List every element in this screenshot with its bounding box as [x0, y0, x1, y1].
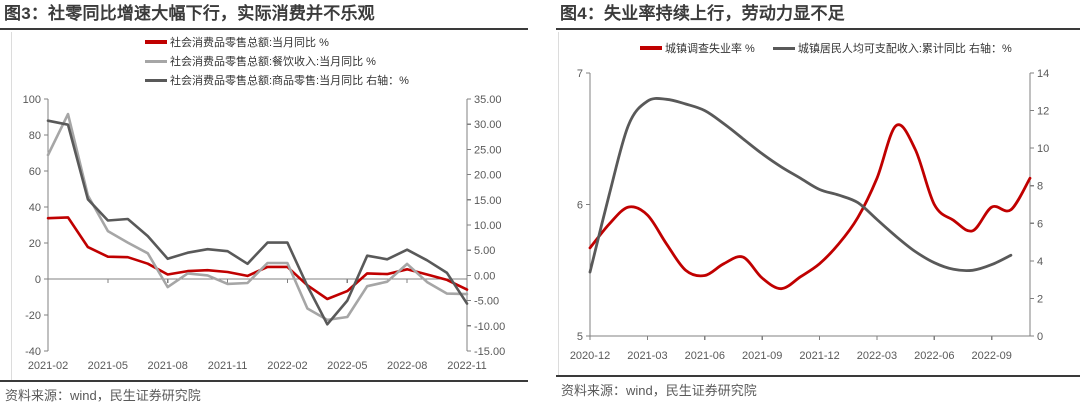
red-line-swatch — [640, 46, 662, 50]
figure-4-title: 图4：失业率持续上行，劳动力显不足 — [556, 0, 1080, 30]
right-axis-label: 8 — [1037, 181, 1043, 193]
figure-3-legend: 社会消费品零售总额:当月同比 % 社会消费品零售总额:餐饮收入:当月同比 % 社… — [145, 33, 409, 90]
chart-left-border — [558, 32, 559, 375]
left-axis-label: -40 — [25, 346, 41, 358]
left-axis-label: 80 — [29, 130, 41, 142]
left-axis-label: -20 — [25, 310, 41, 322]
red-line-swatch — [145, 40, 167, 45]
x-axis-label: 2022-06 — [914, 350, 954, 362]
x-axis-label: 2021-03 — [627, 350, 667, 362]
right-axis-label: 0 — [1037, 331, 1043, 343]
right-axis-label: 2 — [1037, 293, 1043, 305]
series-line — [588, 97, 1013, 274]
right-axis-label: -10.00 — [474, 320, 505, 332]
legend-label: 社会消费品零售总额:当月同比 % — [170, 37, 329, 50]
right-axis-label: 35.00 — [474, 94, 502, 106]
legend-item: 社会消费品零售总额:当月同比 % — [145, 33, 409, 52]
legend-label: 社会消费品零售总额:餐饮收入:当月同比 % — [170, 56, 376, 69]
right-axis-label: 10.00 — [474, 220, 502, 232]
x-axis-label: 2021-05 — [88, 360, 128, 372]
right-axis-label: 4 — [1037, 256, 1043, 268]
figure-4-chart-area: 7 6 5 14 12 10 8 6 4 2 0 2020-12 2021-03 2021-06 2021-… — [556, 30, 1080, 375]
gray-line-swatch — [145, 59, 167, 63]
x-axis-label: 2021-12 — [799, 350, 839, 362]
legend-item: 城镇居民人均可支配收入:累计同比 右轴：% — [772, 40, 1012, 56]
left-axis-label: 100 — [23, 94, 41, 106]
unemployment-line-chart: 7 6 5 14 12 10 8 6 4 2 0 2020-12 2021-03 2021-06 2021-… — [570, 68, 1049, 362]
series-line — [588, 123, 1032, 291]
left-axis-label: 5 — [577, 331, 583, 343]
figure-3-title: 图3：社零同比增速大幅下行，实际消费并不乐观 — [0, 0, 528, 30]
legend-label: 城镇调查失业率 % — [665, 43, 755, 55]
right-axis-label: 25.00 — [474, 144, 502, 156]
right-axis-label: 12 — [1037, 106, 1049, 118]
x-axis-label: 2021-11 — [208, 360, 248, 372]
x-axis-label: 2022-05 — [327, 360, 367, 372]
right-axis-label: 0.00 — [474, 270, 495, 282]
figure-3-chart-area: 100 80 60 40 20 0 -20 -40 35.00 30.00 25.00 20.00 15… — [0, 30, 528, 380]
x-axis-label: 2022-03 — [857, 350, 897, 362]
left-axis-label: 0 — [35, 274, 41, 286]
x-axis-label: 2022-08 — [387, 360, 427, 372]
right-axis-label: 30.00 — [474, 119, 502, 131]
series-line — [46, 112, 469, 321]
figure-3-source-note: 资料来源：wind，民生证券研究院 — [0, 380, 528, 404]
figure-3: 图3：社零同比增速大幅下行，实际消费并不乐观 100 80 60 40 20 0 -20 -4… — [0, 0, 528, 404]
legend-item: 社会消费品零售总额:商品零售:当月同比 右轴：% — [145, 71, 409, 90]
left-axis-label: 6 — [577, 200, 583, 212]
left-axis-label: 7 — [577, 68, 583, 80]
x-axis-label: 2020-12 — [570, 350, 610, 362]
x-axis-label: 2021-08 — [148, 360, 188, 372]
x-axis-label: 2021-06 — [685, 350, 725, 362]
figure-4: 图4：失业率持续上行，劳动力显不足 7 6 5 14 12 10 8 6 4 2 0 2020-12 2… — [556, 0, 1080, 404]
x-axis-label: 2021-02 — [28, 360, 68, 372]
right-axis-label: 5.00 — [474, 245, 495, 257]
left-axis-label: 60 — [29, 166, 41, 178]
legend-label: 社会消费品零售总额:商品零售:当月同比 右轴：% — [170, 75, 409, 88]
x-axis-label: 2021-09 — [742, 350, 782, 362]
series-line — [46, 118, 469, 326]
right-axis-label: -15.00 — [474, 346, 505, 358]
x-axis-label: 2022-11 — [447, 360, 487, 372]
right-axis-label: 20.00 — [474, 169, 502, 181]
chart-left-border — [11, 31, 12, 380]
x-axis-label: 2022-09 — [972, 350, 1012, 362]
left-axis-label: 40 — [29, 202, 41, 214]
series-line — [46, 215, 469, 300]
right-axis-label: 6 — [1037, 218, 1043, 230]
right-axis-label: 14 — [1037, 68, 1049, 80]
retail-sales-line-chart: 100 80 60 40 20 0 -20 -40 35.00 30.00 25.00 20.00 15… — [23, 94, 506, 372]
dark-line-swatch — [145, 78, 167, 82]
x-axis-label: 2022-02 — [267, 360, 307, 372]
legend-item: 城镇调查失业率 % — [640, 40, 755, 56]
left-axis-label: 20 — [29, 238, 41, 250]
figure-4-legend: 城镇调查失业率 % 城镇居民人均可支配收入:累计同比 右轴：% — [640, 40, 1012, 56]
legend-item: 社会消费品零售总额:餐饮收入:当月同比 % — [145, 52, 409, 71]
legend-label: 城镇居民人均可支配收入:累计同比 右轴：% — [797, 43, 1012, 55]
right-axis-label: -5.00 — [474, 295, 499, 307]
dark-line-swatch — [772, 46, 795, 50]
figure-4-source-note: 资料来源：wind，民生证券研究院 — [556, 375, 1080, 399]
right-axis-label: 10 — [1037, 143, 1049, 155]
right-axis-label: 15.00 — [474, 194, 502, 206]
